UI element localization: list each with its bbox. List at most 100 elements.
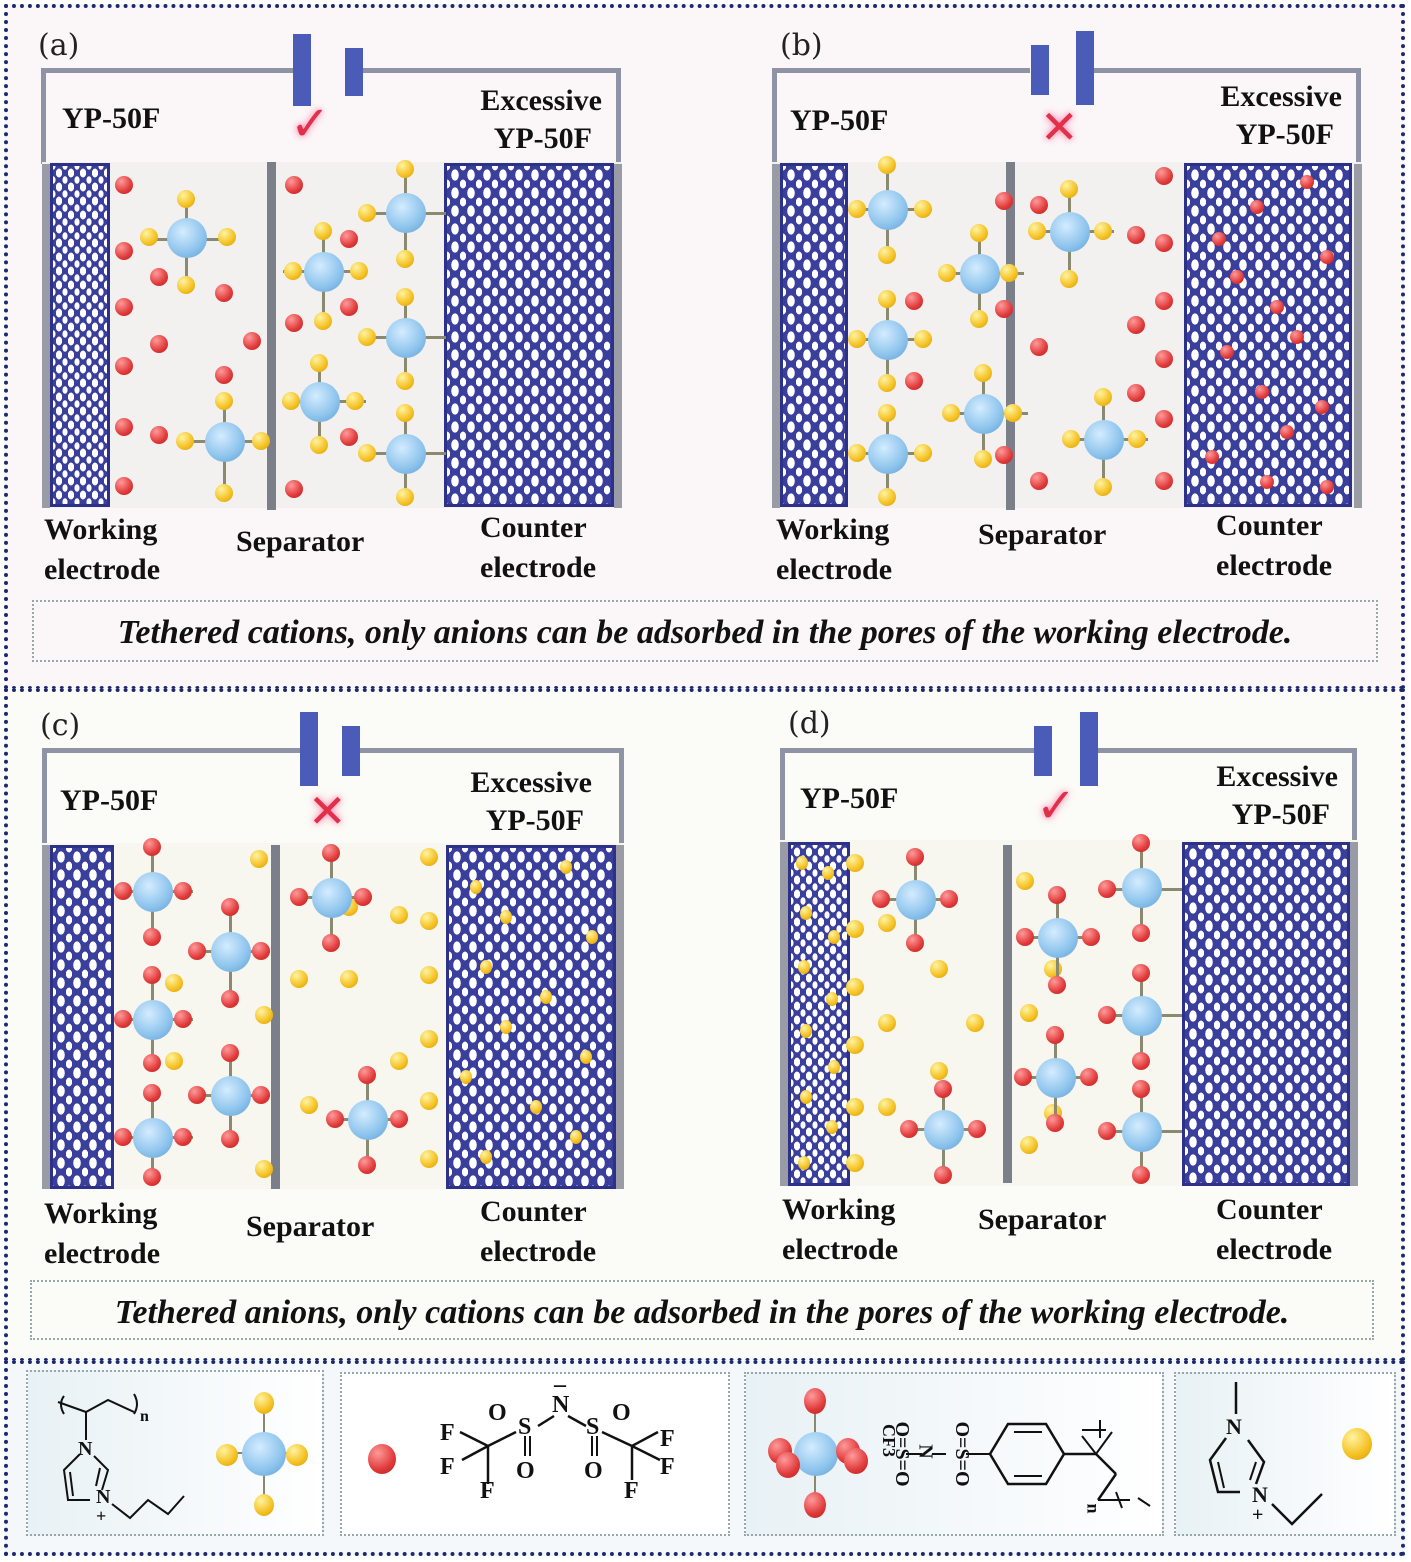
anion-arm — [1014, 1068, 1032, 1086]
cation-arm — [252, 432, 270, 450]
anion-core — [133, 1118, 173, 1158]
atom-n: N — [78, 1438, 93, 1460]
anion — [1155, 292, 1173, 310]
working-electrode-title: YP-50F — [60, 784, 159, 817]
anion-arm — [1132, 924, 1150, 942]
legend-tfsi-anion: O S O – N S O O F F F F F F — [340, 1372, 730, 1536]
cation-core — [386, 318, 426, 358]
cation-arm — [878, 156, 896, 174]
anion-arm — [1132, 1166, 1150, 1184]
anion — [1155, 350, 1173, 368]
counter-electrode-title-2: YP-50F — [493, 122, 592, 155]
cation-arm — [970, 224, 988, 242]
anion-arm — [900, 1120, 918, 1138]
cation-arm — [1128, 430, 1146, 448]
anion-arm — [1016, 928, 1034, 946]
cation — [340, 970, 358, 988]
caption-tethered-cations: Tethered cations, only anions can be ads… — [32, 600, 1378, 662]
panel-b-label: (b) — [780, 28, 823, 63]
counter-electrode-title-1: Excessive — [1216, 760, 1338, 793]
anion-arm — [1098, 880, 1116, 898]
cation — [878, 914, 896, 932]
cation-arm — [282, 392, 300, 410]
counter-electrode — [1184, 163, 1352, 507]
cation — [420, 848, 438, 866]
cation-arm — [878, 374, 896, 392]
working-electrode — [788, 842, 850, 1186]
cation-core — [167, 218, 207, 258]
ethylmethylimidazolium-structure-icon — [1208, 1382, 1323, 1526]
cation-arm — [1094, 388, 1112, 406]
adsorbed-anion — [1320, 250, 1334, 264]
circuit-wire — [616, 68, 621, 164]
cation-arm — [310, 436, 328, 454]
anion-arm — [390, 1110, 408, 1128]
anion-arm — [143, 1084, 161, 1102]
anion-arm — [143, 966, 161, 984]
anion — [215, 284, 233, 302]
anion-core — [1038, 918, 1078, 958]
adsorbed-cation — [560, 860, 572, 874]
working-electrode-label-1: Working — [44, 1197, 158, 1230]
cation-core — [964, 394, 1004, 434]
cation-arm — [878, 488, 896, 506]
cation — [420, 912, 438, 930]
anion — [115, 242, 133, 260]
cation-arm — [1004, 404, 1022, 422]
separator — [1006, 162, 1015, 510]
cation — [1020, 1004, 1038, 1022]
anion — [995, 300, 1013, 318]
counter-electrode-label-2: electrode — [1216, 1233, 1333, 1266]
cation-arm — [914, 200, 932, 218]
anion — [115, 418, 133, 436]
adsorbed-anion — [1270, 300, 1284, 314]
anion — [905, 372, 923, 390]
anion-arm — [174, 882, 192, 900]
atom-n: N — [552, 1392, 570, 1418]
separator-label: Separator — [236, 525, 365, 558]
cation-arm — [396, 160, 414, 178]
adsorbed-anion — [1280, 425, 1294, 439]
panel-a: (a) ✓ YP-50F Excessive YP-50F — [0, 0, 705, 600]
cation-arm — [314, 312, 332, 330]
cation — [420, 1030, 438, 1048]
anion-arm — [114, 1128, 132, 1146]
anion-core — [1122, 996, 1162, 1036]
adsorbed-anion — [1260, 475, 1274, 489]
adsorbed-anion — [1230, 270, 1244, 284]
check-icon: ✓ — [1036, 778, 1077, 834]
counter-electrode — [1182, 842, 1350, 1186]
svg-text:O=S=O: O=S=O — [951, 1421, 973, 1486]
anion-arm — [322, 934, 340, 952]
anion-arm — [1046, 1114, 1064, 1132]
circuit-wire — [772, 68, 777, 164]
atom-o: O — [612, 1400, 631, 1426]
counter-electrode-label-2: electrode — [480, 551, 597, 584]
anion-arm — [188, 1086, 206, 1104]
adsorbed-cation — [828, 930, 840, 944]
cation-core — [386, 193, 426, 233]
cation-core — [300, 382, 340, 422]
adsorbed-cation — [800, 1090, 812, 1104]
working-electrode-label-2: electrode — [776, 553, 893, 586]
cation-arm — [914, 444, 932, 462]
adsorbed-cation — [822, 866, 834, 880]
anion — [1127, 384, 1145, 402]
anion-arm — [114, 882, 132, 900]
cell-wall-right — [616, 845, 624, 1189]
atom-o: O — [488, 1400, 507, 1426]
cation-arm — [254, 1494, 274, 1516]
anion-arm — [1048, 976, 1066, 994]
cell-wall-right — [1354, 164, 1362, 508]
working-electrode-title: YP-50F — [800, 782, 899, 815]
anion-arm — [174, 1010, 192, 1028]
circuit-wire — [42, 748, 302, 753]
counter-electrode-label-1: Counter — [480, 511, 587, 544]
cation — [846, 1154, 864, 1172]
cation-arm — [350, 262, 368, 280]
separator-label: Separator — [978, 518, 1107, 551]
atom-f: F — [440, 1454, 455, 1480]
anion — [115, 357, 133, 375]
cation — [255, 1006, 273, 1024]
adsorbed-cation — [460, 1070, 472, 1084]
